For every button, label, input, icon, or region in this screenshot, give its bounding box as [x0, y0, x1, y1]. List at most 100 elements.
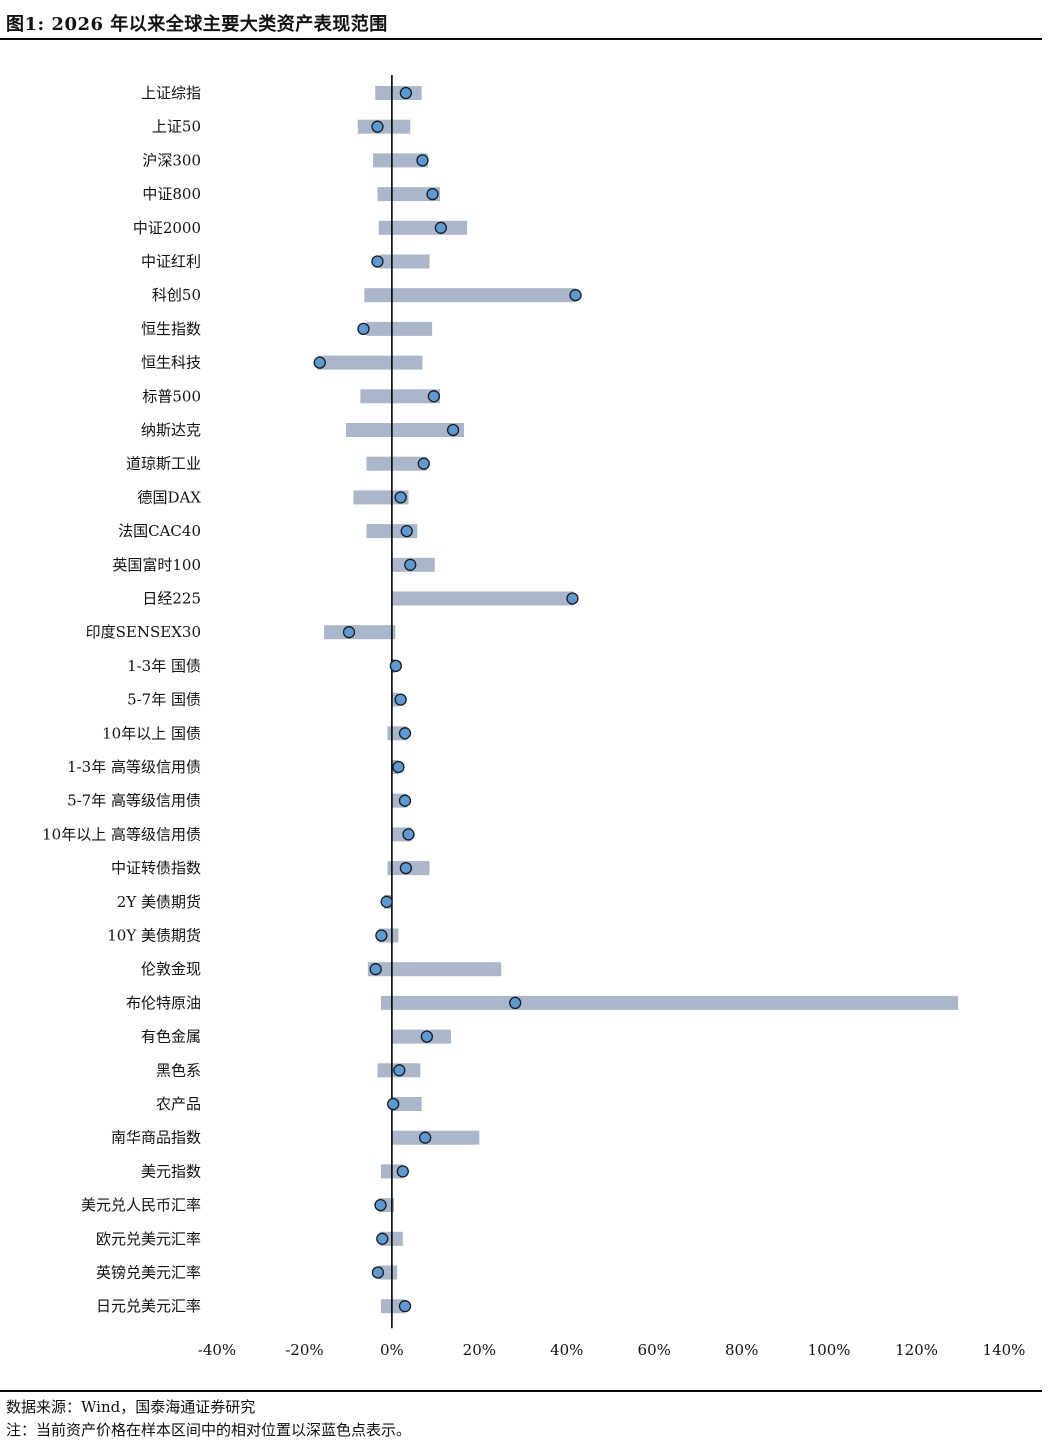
range-bar — [391, 1130, 480, 1145]
range-bar — [357, 119, 411, 134]
x-tick-label: 20% — [463, 1341, 496, 1359]
range-bar — [380, 995, 959, 1010]
range-bar — [377, 187, 440, 202]
range-bar — [366, 321, 433, 336]
range-bar — [375, 86, 422, 100]
category-label: 中证转债指数 — [111, 859, 201, 877]
x-tick-label: 120% — [895, 1341, 938, 1359]
category-label: 布伦特原油 — [126, 994, 201, 1012]
current-dot — [394, 491, 407, 504]
current-dot — [371, 255, 384, 268]
current-dot — [416, 154, 429, 167]
range-bar — [317, 355, 423, 370]
current-dot — [417, 457, 430, 470]
current-dot — [404, 558, 417, 571]
current-dot — [392, 760, 405, 774]
category-label: 恒生指数 — [141, 320, 201, 338]
x-tick-label: 140% — [983, 1341, 1026, 1359]
range-bar — [353, 490, 409, 505]
current-dot — [434, 221, 448, 234]
x-tick-label: 80% — [725, 1341, 758, 1359]
current-dot — [418, 1131, 432, 1144]
category-label: 1-3年 高等级信用债 — [67, 758, 201, 776]
range-bar — [379, 254, 430, 269]
category-label: 日经225 — [142, 590, 201, 608]
current-dot — [371, 120, 384, 133]
category-label: 标普500 — [142, 387, 201, 405]
range-bar — [364, 288, 576, 303]
category-label: 英镑兑美元汇率 — [96, 1264, 201, 1282]
range-bar — [373, 153, 428, 168]
category-label: 美元兑人民币汇率 — [81, 1196, 201, 1214]
x-tick-label: 100% — [808, 1341, 851, 1359]
current-dot — [369, 963, 382, 976]
range-bar — [366, 456, 427, 471]
category-label: 印度SENSEX30 — [86, 623, 201, 641]
category-label: 2Y 美债期货 — [117, 893, 201, 911]
x-axis-tick-labels: -40% -20% 0% 20% 40% 60% 80% 100% 120% 140% — [198, 1341, 1026, 1359]
category-label: 日元兑美元汇率 — [96, 1297, 201, 1315]
current-dot — [374, 1198, 387, 1212]
current-dot — [426, 187, 439, 201]
category-label: 纳斯达克 — [141, 421, 201, 439]
current-dot — [509, 996, 522, 1010]
category-label: 中证红利 — [141, 253, 201, 271]
range-bars — [317, 86, 959, 1314]
category-label: 恒生科技 — [141, 354, 201, 372]
current-dot — [357, 322, 370, 336]
category-label: 法国CAC40 — [118, 522, 201, 540]
category-label: 10年以上 高等级信用债 — [42, 825, 201, 843]
range-bar — [345, 423, 465, 437]
current-dot — [420, 1030, 434, 1043]
current-dot — [342, 626, 356, 639]
category-label: 黑色系 — [156, 1061, 201, 1079]
top-rule — [0, 38, 1042, 40]
x-tick-label: -20% — [285, 1341, 323, 1359]
source-note: 数据来源：Wind，国泰海通证券研究 — [6, 1398, 256, 1416]
current-dot — [375, 929, 388, 942]
category-label: 英国富时100 — [112, 556, 201, 574]
current-dot — [371, 1266, 385, 1279]
current-dot — [566, 592, 579, 605]
bottom-rule — [0, 1390, 1042, 1392]
current-dot — [389, 659, 402, 673]
current-dot — [399, 861, 413, 875]
category-label: 5-7年 国债 — [127, 691, 201, 709]
current-dot — [313, 356, 326, 369]
category-label: 科创50 — [152, 286, 201, 304]
category-label: 上证50 — [152, 118, 201, 136]
current-dot — [398, 727, 412, 740]
x-tick-label: 0% — [380, 1341, 404, 1359]
chart-title: 图1: 2026 年以来全球主要大类资产表现范围 — [6, 14, 388, 35]
current-dot — [396, 1165, 409, 1178]
category-label: 5-7年 高等级信用债 — [67, 792, 201, 810]
category-label: 伦敦金现 — [141, 960, 201, 978]
current-dot — [399, 86, 413, 100]
category-label: 上证综指 — [141, 84, 201, 102]
current-position-dots — [313, 86, 582, 1313]
category-label: 欧元兑美元汇率 — [96, 1230, 201, 1248]
category-label: 德国DAX — [137, 488, 201, 506]
category-label: 农产品 — [156, 1095, 201, 1113]
current-dot — [569, 289, 582, 302]
x-tick-label: 60% — [638, 1341, 671, 1359]
category-label: 道琼斯工业 — [126, 455, 201, 473]
range-bar — [360, 389, 440, 404]
range-bar — [391, 1097, 422, 1111]
current-dot — [387, 1097, 400, 1111]
current-dot — [394, 693, 407, 706]
range-bar — [391, 591, 574, 606]
current-dot — [446, 423, 460, 437]
category-label: 10Y 美债期货 — [107, 927, 201, 945]
current-dot — [376, 1232, 389, 1245]
x-tick-label: 40% — [550, 1341, 583, 1359]
category-label: 美元指数 — [141, 1162, 201, 1180]
range-bar — [367, 962, 502, 977]
current-dot — [427, 390, 441, 403]
current-dot — [400, 524, 413, 538]
footnote: 注：当前资产价格在样本区间中的相对位置以深蓝色点表示。 — [6, 1421, 412, 1439]
category-label: 1-3年 国债 — [127, 657, 201, 675]
category-label: 10年以上 国债 — [102, 724, 201, 742]
